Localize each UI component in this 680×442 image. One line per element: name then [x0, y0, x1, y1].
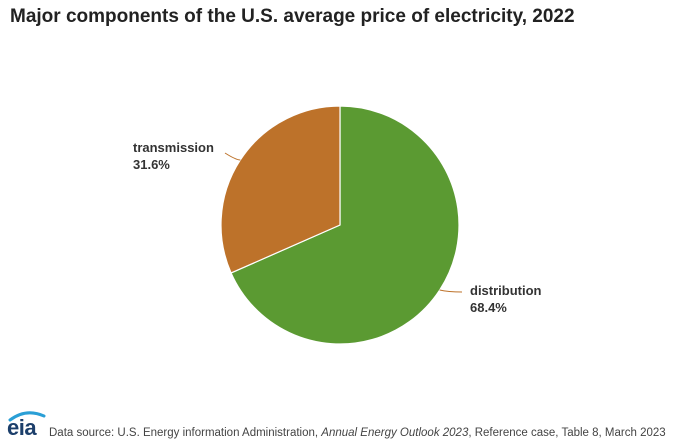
- footer: eia Data source: U.S. Energy information…: [6, 410, 676, 440]
- slice-label-distribution-value: 68.4%: [470, 300, 507, 315]
- leader-line-distribution: [439, 289, 463, 293]
- slice-label-distribution: distribution 68.4%: [470, 282, 542, 316]
- eia-logo-text: eia: [7, 415, 37, 440]
- eia-logo: eia: [6, 410, 50, 440]
- source-publication: Annual Energy Outlook 2023: [321, 427, 469, 439]
- source-suffix: , Reference case, Table 8, March 2023: [468, 427, 666, 439]
- slice-label-transmission-name: transmission: [133, 140, 214, 155]
- slice-label-transmission-value: 31.6%: [133, 157, 170, 172]
- source-note: Data source: U.S. Energy information Adm…: [49, 427, 666, 439]
- pie-slice-distribution: [230, 105, 460, 345]
- slice-label-distribution-name: distribution: [470, 283, 542, 298]
- slice-label-transmission: transmission 31.6%: [133, 139, 214, 173]
- pie-chart: [220, 105, 463, 345]
- chart-title: Major components of the U.S. average pri…: [10, 6, 575, 27]
- source-prefix: Data source: U.S. Energy information Adm…: [49, 427, 322, 439]
- leader-line-transmission: [224, 152, 241, 161]
